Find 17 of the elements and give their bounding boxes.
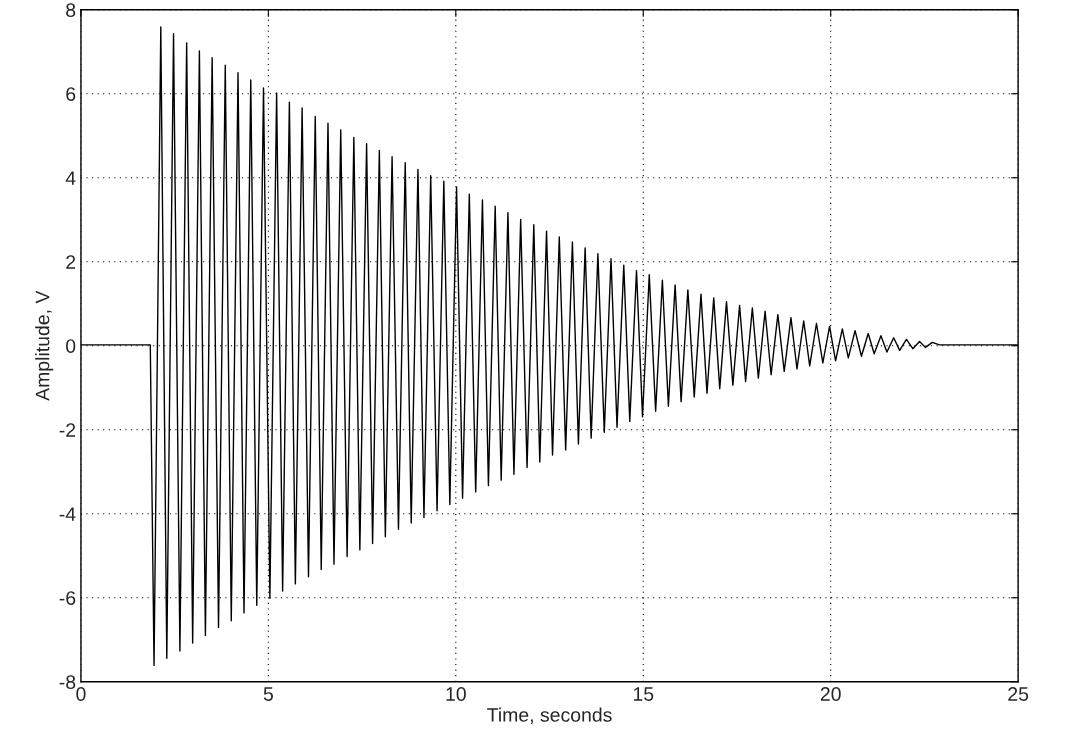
y-tick-label: -6 — [59, 591, 76, 605]
y-tick-label: -4 — [59, 507, 76, 521]
y-axis-title: Amplitude, V — [35, 290, 54, 401]
y-tick-label: -8 — [59, 675, 76, 689]
x-tick-label: 5 — [263, 687, 273, 701]
y-tick-label: 4 — [65, 171, 76, 185]
y-tick-label: 0 — [66, 339, 76, 353]
y-tick-label: -2 — [59, 423, 76, 437]
x-tick-label: 0 — [76, 687, 86, 701]
x-tick-label: 10 — [446, 687, 466, 701]
x-tick-label: 25 — [1008, 687, 1029, 701]
x-axis-title: Time, seconds — [487, 707, 612, 725]
y-tick-label: 6 — [66, 87, 76, 101]
x-tick-label: 20 — [820, 687, 841, 701]
y-tick-label: 8 — [66, 3, 76, 17]
y-tick-label: 2 — [66, 255, 76, 269]
x-tick-label: 15 — [633, 687, 654, 701]
